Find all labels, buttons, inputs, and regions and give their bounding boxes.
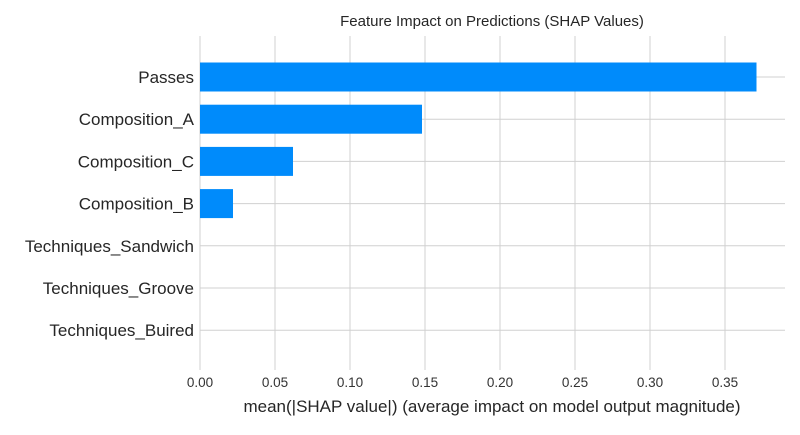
x-tick-label: 0.00 [187,375,213,390]
y-tick-label: Composition_B [79,195,194,214]
bar-composition-a [200,104,422,134]
bar-passes [200,62,757,92]
x-tick-label: 0.30 [637,375,663,390]
y-tick-label: Techniques_Groove [43,279,194,298]
bar-composition-c [200,146,293,176]
y-tick-label: Techniques_Buired [49,321,194,340]
y-tick-label: Composition_A [79,110,195,129]
chart-title: Feature Impact on Predictions (SHAP Valu… [340,13,644,30]
y-tick-label: Composition_C [78,152,194,171]
grid-lines [199,36,785,370]
x-tick-label: 0.35 [712,375,738,390]
x-tick-label: 0.25 [562,375,588,390]
x-tick-label: 0.20 [487,375,513,390]
y-tick-label: Passes [138,68,194,87]
x-axis-label: mean(|SHAP value|) (average impact on mo… [243,397,740,416]
y-tick-label: Techniques_Sandwich [25,237,194,256]
y-tick-labels: Passes Composition_A Composition_C Composit… [25,68,195,340]
bars [200,62,757,219]
bar-composition-b [200,189,233,219]
x-tick-label: 0.10 [337,375,363,390]
x-tick-label: 0.15 [412,375,438,390]
x-tick-labels: 0.00 0.05 0.10 0.15 0.20 0.25 0.30 0.35 [187,375,738,390]
x-tick-label: 0.05 [262,375,288,390]
